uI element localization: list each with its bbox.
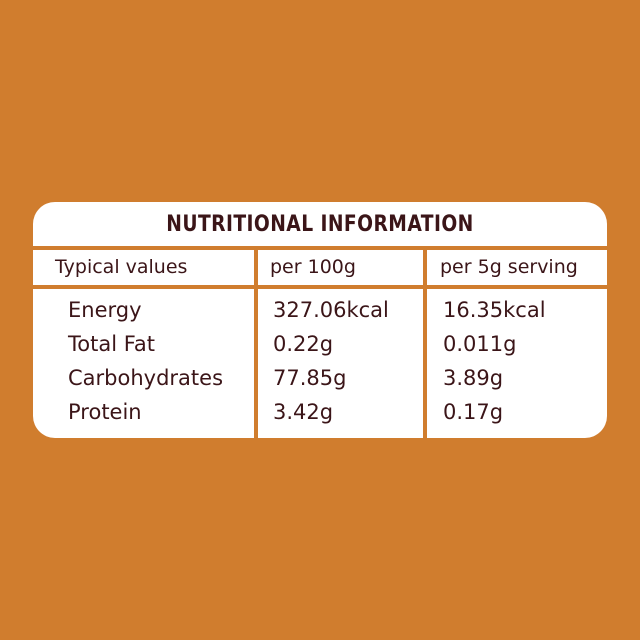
- nutrition-table: NUTRITIONAL INFORMATION Typical values p…: [33, 202, 607, 438]
- row-per-100g: 327.06kcal: [273, 298, 389, 322]
- row-name: Protein: [68, 400, 142, 424]
- row-per-serving: 16.35kcal: [443, 298, 546, 322]
- row-per-100g: 0.22g: [273, 332, 334, 356]
- column-divider: [254, 246, 258, 438]
- row-per-100g: 3.42g: [273, 400, 334, 424]
- row-name: Carbohydrates: [68, 366, 224, 390]
- row-per-serving: 0.011g: [443, 332, 517, 356]
- divider: [33, 285, 607, 289]
- table-title: NUTRITIONAL INFORMATION: [166, 211, 474, 237]
- header-per-serving: per 5g serving: [440, 256, 578, 278]
- row-per-serving: 3.89g: [443, 366, 504, 390]
- divider: [33, 246, 607, 250]
- header-typical-values: Typical values: [55, 256, 188, 278]
- row-per-serving: 0.17g: [443, 400, 504, 424]
- row-name: Total Fat: [68, 332, 155, 356]
- column-divider: [423, 246, 427, 438]
- header-per-100g: per 100g: [270, 256, 356, 278]
- row-name: Energy: [68, 298, 142, 322]
- row-per-100g: 77.85g: [273, 366, 347, 390]
